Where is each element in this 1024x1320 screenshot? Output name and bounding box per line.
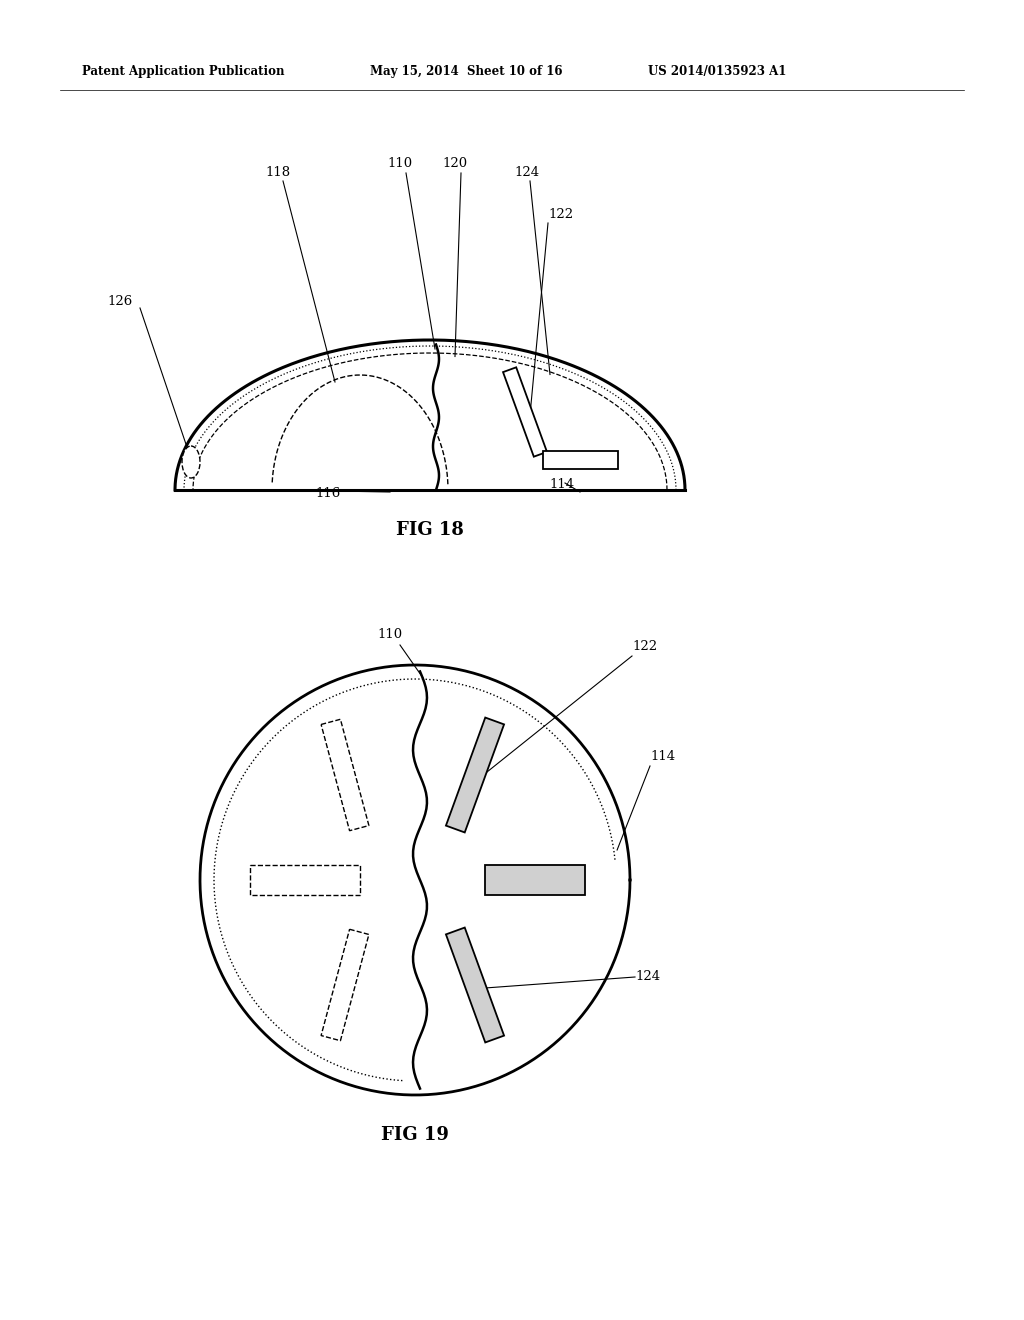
Text: 122: 122 — [632, 640, 657, 653]
Text: 120: 120 — [442, 157, 468, 170]
Polygon shape — [503, 367, 547, 457]
Text: 114: 114 — [550, 478, 574, 491]
Text: May 15, 2014  Sheet 10 of 16: May 15, 2014 Sheet 10 of 16 — [370, 66, 562, 78]
Ellipse shape — [182, 446, 200, 478]
Polygon shape — [322, 719, 369, 830]
Text: Patent Application Publication: Patent Application Publication — [82, 66, 285, 78]
Text: 114: 114 — [650, 750, 675, 763]
Text: 116: 116 — [315, 487, 341, 500]
Text: 122: 122 — [548, 209, 573, 220]
Text: FIG 19: FIG 19 — [381, 1126, 449, 1144]
Polygon shape — [322, 929, 369, 1040]
Text: US 2014/0135923 A1: US 2014/0135923 A1 — [648, 66, 786, 78]
Polygon shape — [250, 865, 360, 895]
Text: 110: 110 — [387, 157, 413, 170]
Polygon shape — [445, 718, 504, 833]
Text: 124: 124 — [635, 970, 660, 983]
Text: 118: 118 — [265, 166, 291, 180]
Text: FIG 18: FIG 18 — [396, 521, 464, 539]
Text: 124: 124 — [514, 166, 540, 180]
Polygon shape — [445, 928, 504, 1043]
Polygon shape — [543, 451, 617, 469]
Text: 126: 126 — [108, 294, 133, 308]
Polygon shape — [485, 865, 585, 895]
Text: 110: 110 — [378, 628, 402, 642]
